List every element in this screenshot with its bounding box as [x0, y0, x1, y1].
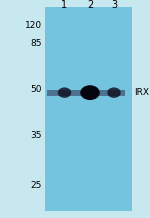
Bar [46, 90, 124, 96]
Text: 2: 2 [87, 0, 93, 10]
Text: 3: 3 [111, 0, 117, 10]
Text: 35: 35 [30, 131, 42, 140]
Bar [45, 7, 132, 211]
Ellipse shape [80, 85, 100, 100]
Text: 25: 25 [31, 181, 42, 190]
Text: 1: 1 [61, 0, 68, 10]
Ellipse shape [107, 87, 121, 98]
Text: 85: 85 [30, 39, 42, 48]
Text: 120: 120 [25, 20, 42, 30]
Text: 50: 50 [30, 85, 42, 94]
Text: IRX1: IRX1 [134, 88, 150, 97]
Ellipse shape [58, 87, 71, 98]
